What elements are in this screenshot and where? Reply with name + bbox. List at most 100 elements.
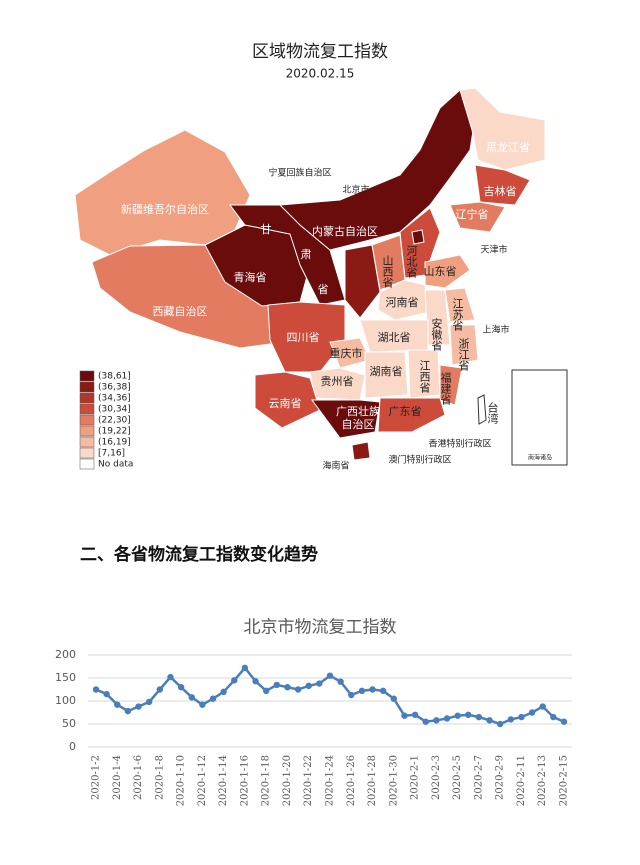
province-label: 山西省	[381, 255, 394, 289]
province-label: 广东省	[389, 405, 422, 418]
province-label: 西藏自治区	[153, 304, 208, 318]
legend-swatch	[79, 381, 95, 393]
x-tick-label: 2020-1-16	[239, 755, 250, 806]
province-label: 浙江省	[457, 338, 470, 372]
marker	[124, 707, 132, 715]
inset-box	[511, 369, 568, 466]
beijing	[411, 229, 425, 245]
legend-label: (34,36]	[98, 394, 131, 404]
legend-label: (22,30]	[98, 416, 131, 426]
legend-label: No data	[98, 460, 133, 470]
x-tick-label: 2020-1-4	[112, 755, 123, 800]
marker	[401, 712, 408, 719]
x-tick-label: 2020-2-5	[452, 755, 463, 800]
legend-label: (19,22]	[98, 427, 131, 437]
province-label: 江苏省	[451, 298, 464, 332]
province-label: 省	[318, 283, 329, 296]
x-tick-label: 2020-1-6	[133, 755, 144, 800]
jilin	[474, 164, 531, 206]
marker	[507, 716, 515, 723]
marker	[411, 711, 419, 718]
x-tick-label: 2020-2-1	[410, 755, 421, 800]
y-tick-label: 200	[55, 648, 76, 661]
province-label: 自治区	[342, 417, 375, 431]
marker	[262, 687, 270, 695]
marker	[231, 677, 238, 684]
x-tick-label: 2020-1-22	[303, 755, 314, 806]
shaanxi	[344, 244, 381, 319]
province-label: 云南省	[269, 397, 302, 410]
guangdong	[377, 397, 446, 433]
hubei	[359, 319, 429, 353]
y-tick-label: 100	[55, 694, 76, 707]
legend: (38,61](36,38](34,36](30,34](22,30](19,2…	[79, 370, 133, 470]
marker	[199, 701, 206, 708]
province-label: 山东省	[424, 265, 457, 278]
marker	[209, 695, 217, 702]
zhejiang	[449, 324, 479, 366]
x-tick-label: 2020-1-30	[388, 755, 399, 806]
legend-swatch	[79, 403, 95, 415]
province-label: 河北省	[405, 245, 418, 279]
marker	[114, 701, 121, 708]
province-label: 黑龙江省	[486, 141, 530, 154]
legend-label: (16,19]	[98, 438, 131, 448]
province-label: 湖北省	[378, 331, 411, 344]
x-tick-label: 2020-2-7	[473, 755, 484, 800]
guangxi	[311, 399, 381, 439]
province-label: 北京市	[342, 184, 369, 196]
marker	[337, 678, 344, 685]
province-label: 香港特别行政区	[428, 438, 491, 450]
x-tick-label: 2020-1-26	[346, 755, 357, 806]
x-tick-label: 2020-1-18	[261, 755, 272, 806]
province-label: 安徽省	[430, 317, 443, 352]
marker	[358, 687, 366, 695]
marker	[390, 695, 398, 702]
province-label: 上海市	[482, 324, 509, 336]
marker	[518, 713, 525, 721]
marker	[379, 687, 387, 695]
province-label: 辽宁省	[456, 207, 489, 221]
x-tick-label: 2020-2-3	[431, 755, 442, 800]
province-label: 天津市	[480, 244, 507, 256]
province-label: 贵州省	[321, 375, 354, 388]
province-label: 四川省	[287, 331, 320, 344]
marker	[188, 694, 195, 701]
legend-label: [7,16]	[98, 449, 125, 459]
x-tick-label: 2020-1-8	[154, 755, 165, 800]
provinces	[74, 87, 546, 461]
hunan	[364, 351, 409, 399]
province-label: 南海诸岛	[528, 454, 552, 462]
marker	[475, 713, 483, 721]
marker	[177, 684, 185, 691]
marker	[145, 698, 153, 706]
y-tick-label: 50	[62, 717, 76, 730]
province-label: 宁夏回族自治区	[268, 167, 331, 179]
province-label: 吉林省	[484, 184, 517, 198]
legend-swatch	[79, 392, 95, 404]
legend-label: (30,34]	[98, 405, 131, 415]
x-tick-label: 2020-2-15	[559, 755, 570, 806]
marker	[539, 703, 546, 710]
province-label: 新疆维吾尔自治区	[121, 202, 209, 216]
province-label: 海南省	[322, 460, 349, 472]
province-label: 湖南省	[370, 365, 403, 378]
x-tick-label: 2020-1-20	[282, 755, 293, 806]
y-tick-label: 0	[69, 740, 76, 753]
marker	[348, 691, 355, 699]
shandong	[424, 254, 471, 289]
x-tick-label: 2020-1-24	[325, 755, 336, 806]
marker	[443, 715, 451, 722]
x-tick-label: 2020-1-28	[367, 755, 378, 806]
heilongjiang	[459, 87, 546, 171]
legend-swatch	[79, 436, 95, 448]
province-label: 广西壮族	[336, 404, 380, 418]
province-label: 肃	[301, 248, 312, 261]
marker	[294, 686, 302, 693]
province-label: 台湾	[486, 401, 499, 425]
province-label: 重庆市	[330, 346, 363, 360]
marker	[496, 720, 504, 728]
hainan	[351, 441, 371, 461]
